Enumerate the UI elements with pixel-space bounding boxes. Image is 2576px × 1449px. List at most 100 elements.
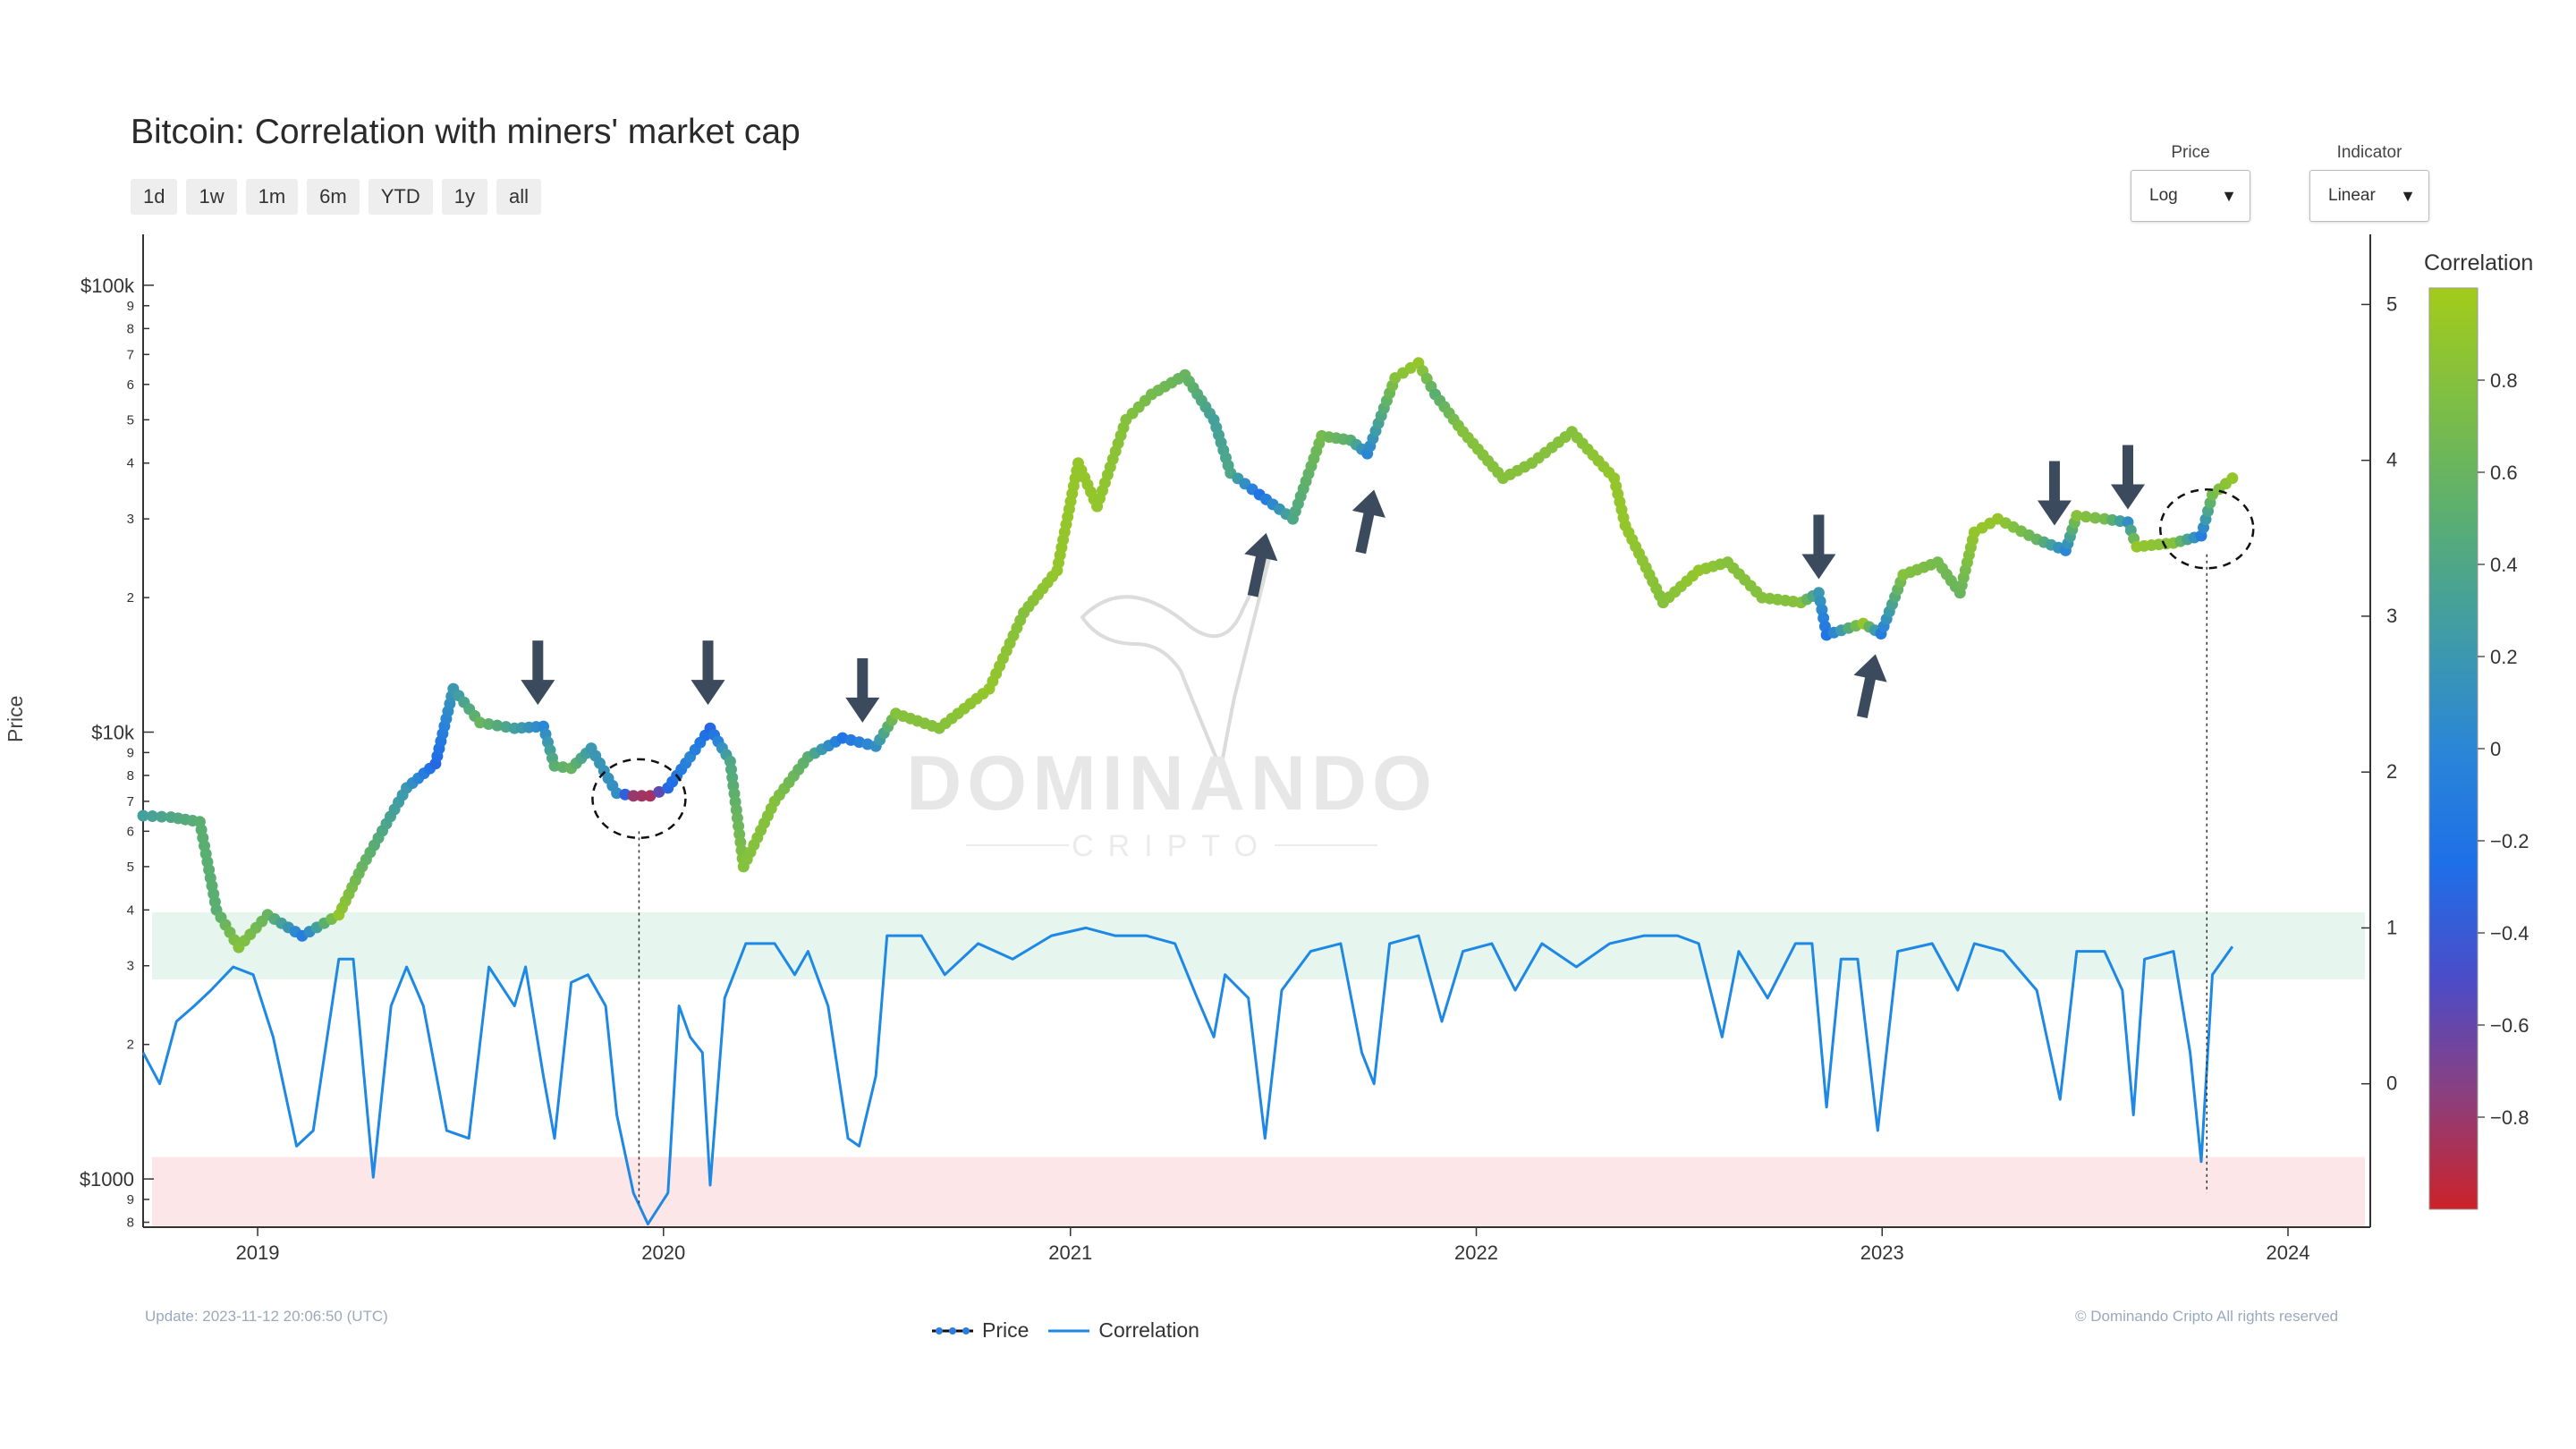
arrow-down-icon bbox=[2110, 484, 2145, 510]
colorbar-tick-label: −0.8 bbox=[2490, 1106, 2529, 1129]
y-tick-label: $1000 bbox=[80, 1168, 134, 1191]
range-button-1w[interactable]: 1w bbox=[186, 179, 237, 215]
chart-title: Bitcoin: Correlation with miners' market… bbox=[131, 113, 801, 151]
colorbar-tick-label: −0.4 bbox=[2490, 922, 2529, 945]
copyright-note: © Dominando Cripto All rights reserved bbox=[2075, 1308, 2339, 1325]
price-scale-select[interactable]: Log ▼ bbox=[2131, 170, 2250, 222]
y-tick-label: 6 bbox=[127, 824, 134, 839]
colorbar-tick-label: 0.2 bbox=[2490, 646, 2518, 668]
x-tick-label: 2020 bbox=[641, 1241, 685, 1264]
colorbar: Correlation 0.8 0.6 0.4 0.2 0 −0.2 −0.4 −0.6 −0.… bbox=[2424, 250, 2533, 1210]
y-tick-label: 8 bbox=[127, 768, 134, 784]
correlation-line bbox=[141, 926, 2234, 1225]
price-marker bbox=[636, 790, 648, 802]
y2-tick-label: 4 bbox=[2386, 449, 2397, 471]
arrow-down-icon bbox=[1801, 554, 1836, 580]
arrow-up-icon bbox=[1856, 675, 1877, 718]
legend-item-price[interactable]: Price bbox=[930, 1318, 1029, 1343]
annotations-layer bbox=[521, 445, 2255, 1207]
y2-tick-label: 5 bbox=[2386, 292, 2397, 315]
arrow-down-icon bbox=[2048, 461, 2060, 503]
arrow-down-icon bbox=[702, 640, 714, 682]
arrow-down-icon bbox=[2037, 500, 2072, 526]
arrow-down-icon bbox=[857, 657, 869, 699]
price-scale-label: Price bbox=[2171, 143, 2210, 162]
y-tick-label: 3 bbox=[127, 512, 134, 527]
watermark-line2: CRIPTO bbox=[1072, 829, 1272, 863]
price-marker bbox=[491, 719, 504, 732]
y-tick-label: 9 bbox=[127, 1192, 134, 1208]
y-tick-label: 3 bbox=[127, 959, 134, 974]
x-tick-label: 2021 bbox=[1048, 1241, 1092, 1264]
indicator-scale-value: Linear bbox=[2328, 186, 2376, 205]
y-tick-label: 2 bbox=[127, 590, 134, 606]
highlight-circle bbox=[2159, 488, 2255, 570]
y-tick-label: 4 bbox=[127, 902, 134, 918]
dropdown-arrow-icon: ▼ bbox=[2400, 186, 2416, 205]
price-marker bbox=[2071, 510, 2083, 522]
price-marker bbox=[500, 721, 513, 733]
price-marker bbox=[627, 790, 640, 802]
arrow-down-icon bbox=[691, 680, 725, 706]
colorbar-tick-label: 0.8 bbox=[2490, 369, 2518, 392]
price-scale-value: Log bbox=[2149, 186, 2178, 205]
y2-tick-label: 2 bbox=[2386, 760, 2397, 783]
price-marker bbox=[156, 810, 168, 823]
dropdown-arrow-icon: ▼ bbox=[2221, 186, 2237, 205]
arrow-down-icon bbox=[1813, 514, 1825, 556]
axes-layer: $100k98765432$10k98765432$10009801234520… bbox=[80, 234, 2397, 1264]
legend-item-correlation[interactable]: Correlation bbox=[1046, 1318, 1199, 1343]
range-selector: 1d 1w 1m 6m YTD 1y all bbox=[131, 179, 541, 215]
range-button-6m[interactable]: 6m bbox=[307, 179, 360, 215]
range-button-all[interactable]: all bbox=[496, 179, 541, 215]
y2-tick-label: 0 bbox=[2386, 1072, 2397, 1095]
arrow-down-icon bbox=[532, 640, 544, 682]
y-tick-label: 2 bbox=[127, 1038, 134, 1053]
legend-price-label: Price bbox=[982, 1318, 1030, 1342]
price-marker bbox=[482, 718, 495, 730]
indicator-scale-control: Indicator Linear ▼ bbox=[2309, 143, 2429, 222]
colorbar-tick-label: −0.2 bbox=[2490, 830, 2529, 852]
y-tick-label: 9 bbox=[127, 299, 134, 314]
arrow-up-icon bbox=[1355, 511, 1375, 555]
range-button-1y[interactable]: 1y bbox=[441, 179, 487, 215]
arrow-up-icon bbox=[1853, 654, 1887, 682]
range-button-1d[interactable]: 1d bbox=[131, 179, 178, 215]
colorbar-gradient bbox=[2428, 287, 2479, 1210]
y-tick-label: 4 bbox=[127, 456, 134, 471]
price-marker bbox=[474, 716, 487, 729]
y2-tick-label: 1 bbox=[2386, 916, 2397, 938]
price-marker bbox=[2080, 511, 2092, 523]
zones-layer bbox=[152, 912, 2365, 1227]
legend-price-swatch-icon bbox=[932, 1326, 973, 1335]
zone-low-correlation bbox=[152, 1157, 2365, 1227]
price-marker bbox=[653, 785, 665, 798]
x-tick-label: 2022 bbox=[1454, 1241, 1498, 1264]
correlation-series bbox=[141, 926, 2234, 1225]
y-tick-label: 7 bbox=[127, 347, 134, 362]
indicator-scale-select[interactable]: Linear ▼ bbox=[2309, 170, 2429, 222]
arrow-down-icon bbox=[521, 680, 555, 706]
arrow-down-icon bbox=[845, 697, 880, 723]
price-series bbox=[137, 357, 2239, 953]
range-button-ytd[interactable]: YTD bbox=[368, 179, 433, 215]
price-scale-control: Price Log ▼ bbox=[2131, 143, 2250, 222]
y2-tick-label: 3 bbox=[2386, 605, 2397, 627]
colorbar-tick-label: 0.6 bbox=[2490, 462, 2518, 484]
y-tick-label: 9 bbox=[127, 745, 134, 760]
chart-legend: Price Correlation bbox=[930, 1318, 1199, 1343]
arrow-up-icon bbox=[1352, 489, 1385, 518]
colorbar-tick-label: 0 bbox=[2490, 738, 2501, 760]
price-marker bbox=[137, 809, 149, 822]
legend-correlation-swatch-icon bbox=[1048, 1329, 1090, 1332]
watermark-line1: DOMINANDO bbox=[906, 741, 1437, 826]
price-marker bbox=[2226, 472, 2239, 485]
price-marker bbox=[146, 810, 158, 822]
range-button-1m[interactable]: 1m bbox=[245, 179, 299, 215]
price-marker bbox=[2089, 512, 2101, 524]
y-tick-label: 7 bbox=[127, 794, 134, 809]
y-tick-label: $100k bbox=[80, 275, 135, 297]
highlight-circle bbox=[591, 758, 687, 840]
